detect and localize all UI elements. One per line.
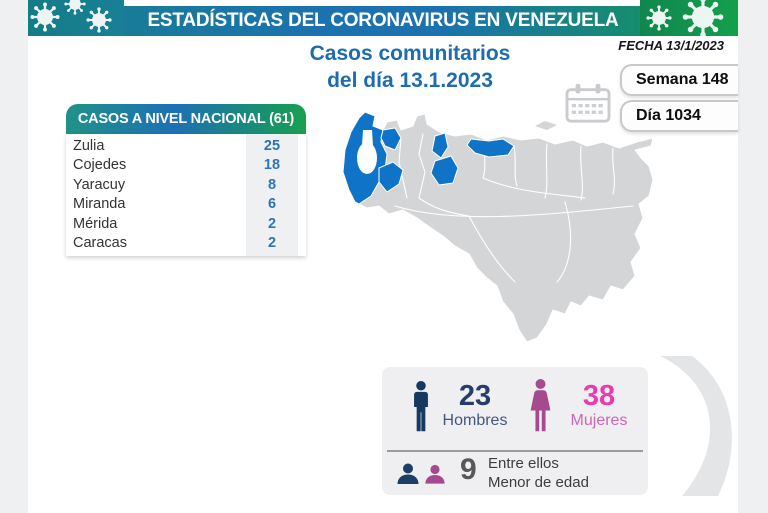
lake-maracaibo <box>357 142 377 174</box>
table-body: Zulia 25 Cojedes 18 Yaracuy 8 Miranda 6 … <box>66 134 306 256</box>
margarita-island <box>535 121 557 130</box>
map-state-trujillo <box>380 127 402 151</box>
table-row: Caracas 2 <box>66 234 306 254</box>
women-label: Mujeres <box>570 412 628 429</box>
day-badge: Día 1034 <box>620 100 738 132</box>
men-count: 23 <box>458 380 492 412</box>
female-icon <box>528 379 553 433</box>
page-title: Casos comunitarios del día 13.1.2023 <box>260 40 560 94</box>
minor-female-icon <box>424 464 446 485</box>
table-row: Yaracuy 8 <box>66 175 306 195</box>
banner-decoration-left <box>28 0 124 36</box>
map-state-miranda <box>466 138 515 158</box>
women-stat: 38 Mujeres <box>556 381 642 431</box>
page-title-line1: Casos comunitarios <box>309 42 511 65</box>
week-badge: Semana 148 <box>620 64 738 96</box>
case-count: 2 <box>267 215 277 232</box>
map-state-cojedes <box>430 155 459 186</box>
calendar-icon <box>565 83 611 123</box>
case-count: 8 <box>267 176 277 193</box>
value-column-background <box>246 134 298 256</box>
banner-decoration-right <box>640 0 738 36</box>
minors-label-line1: Entre ellos <box>488 455 559 472</box>
minors-label-line2: Menor de edad <box>488 474 589 491</box>
men-label: Hombres <box>442 412 508 429</box>
demographics-panel: 23 Hombres 38 Mujeres 9 Entre ellos Meno… <box>382 367 648 495</box>
minors-count: 9 <box>460 453 477 486</box>
state-name: Zulia <box>73 137 105 154</box>
national-cases-table: CASOS A NIVEL NACIONAL (61) Zulia 25 Coj… <box>66 104 306 256</box>
report-date: FECHA 13/1/2023 <box>618 38 724 53</box>
case-count: 25 <box>263 137 281 154</box>
venezuela-map <box>335 106 665 356</box>
panel-divider <box>387 450 643 452</box>
swoosh-decoration <box>660 356 732 496</box>
case-count: 6 <box>267 196 277 213</box>
state-name: Cojedes <box>73 157 127 174</box>
state-name: Caracas <box>73 235 127 252</box>
men-stat: 23 Hombres <box>436 381 514 431</box>
table-row: Zulia 25 <box>66 136 306 156</box>
table-row: Mérida 2 <box>66 214 306 234</box>
state-name: Miranda <box>73 196 126 213</box>
women-count: 38 <box>582 380 616 412</box>
case-count: 2 <box>267 235 277 252</box>
case-count: 18 <box>263 157 281 174</box>
table-row: Cojedes 18 <box>66 156 306 176</box>
state-name: Mérida <box>73 215 118 232</box>
table-header: CASOS A NIVEL NACIONAL (61) <box>66 104 306 134</box>
minor-male-icon <box>396 463 420 485</box>
male-icon <box>410 381 432 433</box>
table-row: Miranda 6 <box>66 195 306 215</box>
minors-label: Entre ellos Menor de edad <box>488 454 589 492</box>
map-state-yaracuy <box>431 132 449 159</box>
banner-title: ESTADÍSTICAS DEL CORONAVIRUS EN VENEZUEL… <box>147 10 619 31</box>
content-area: ESTADÍSTICAS DEL CORONAVIRUS EN VENEZUEL… <box>28 0 738 513</box>
banner-bar <box>28 6 738 36</box>
state-name: Yaracuy <box>73 176 126 193</box>
page-title-line2: del día 13.1.2023 <box>327 69 493 92</box>
map-state-merida <box>378 161 404 193</box>
